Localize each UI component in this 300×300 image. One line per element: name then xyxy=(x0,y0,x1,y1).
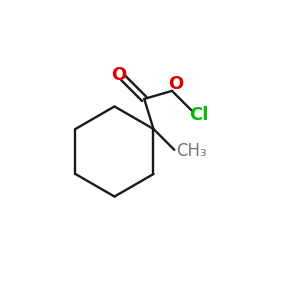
Text: O: O xyxy=(111,66,126,84)
Text: CH₃: CH₃ xyxy=(177,142,207,160)
Text: Cl: Cl xyxy=(189,106,208,124)
Text: O: O xyxy=(169,75,184,93)
